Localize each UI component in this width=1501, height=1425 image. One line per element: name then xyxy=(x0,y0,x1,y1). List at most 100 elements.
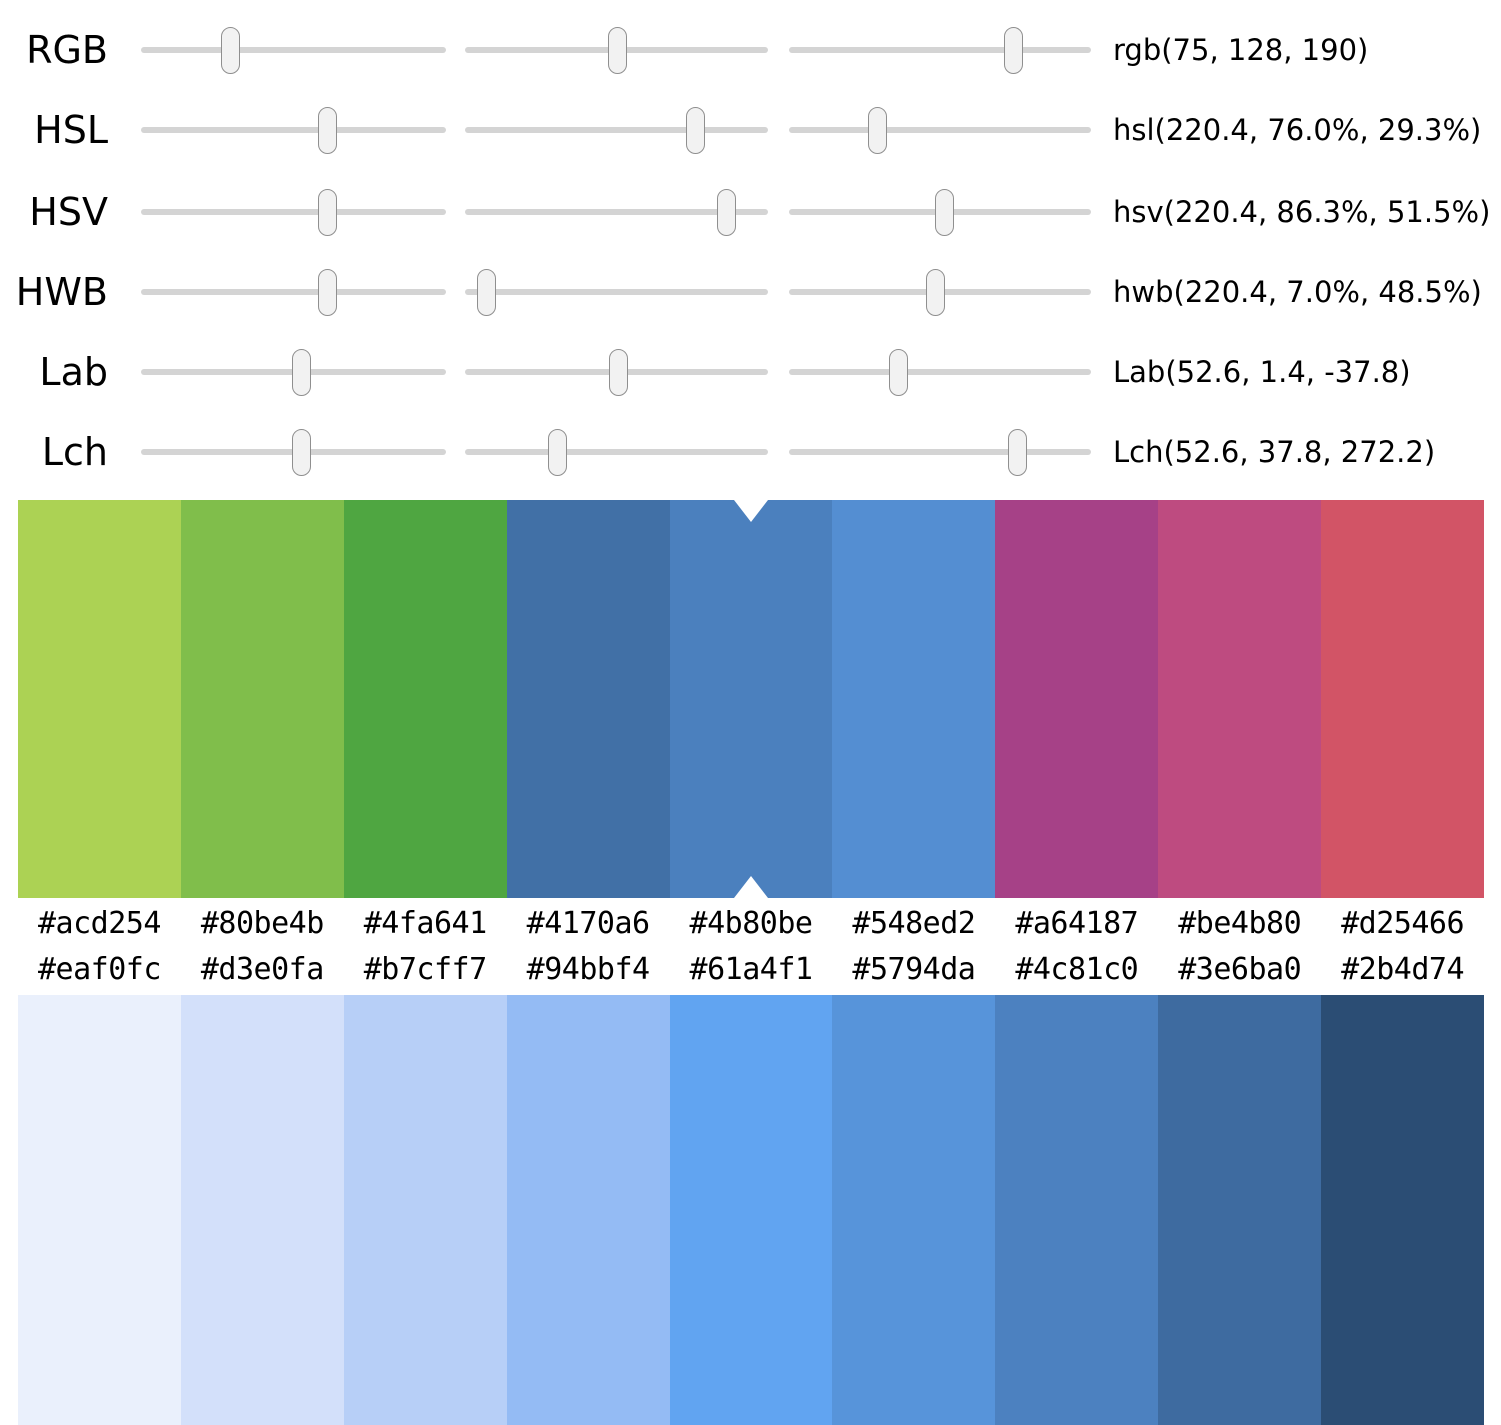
slider-lab-channel-2[interactable] xyxy=(465,332,768,412)
color-swatch[interactable] xyxy=(669,500,833,898)
shade-swatch[interactable] xyxy=(669,995,833,1425)
slider-hsl-channel-1[interactable] xyxy=(141,90,446,170)
slider-track[interactable] xyxy=(789,127,1091,133)
shade-hex-label: #d3e0fa xyxy=(200,952,324,987)
slider-rgb-channel-2[interactable] xyxy=(465,10,768,90)
color-swatch[interactable] xyxy=(18,500,181,898)
shade-swatch[interactable] xyxy=(18,995,181,1425)
color-swatch[interactable] xyxy=(1321,500,1485,898)
shade-hex-label: #3e6ba0 xyxy=(1178,952,1302,987)
slider-track[interactable] xyxy=(141,127,446,133)
slider-track[interactable] xyxy=(789,449,1091,455)
slider-track[interactable] xyxy=(465,449,768,455)
slider-track[interactable] xyxy=(141,209,446,215)
slider-thumb[interactable] xyxy=(716,189,736,236)
color-value-text: hsv(220.4, 86.3%, 51.5%) xyxy=(1113,195,1491,229)
slider-thumb[interactable] xyxy=(318,189,338,236)
shades-swatch-strip xyxy=(18,995,1485,1425)
slider-thumb[interactable] xyxy=(291,349,311,396)
slider-rgb-channel-3[interactable] xyxy=(789,10,1091,90)
color-swatch[interactable] xyxy=(832,500,996,898)
shade-hex-label: #2b4d74 xyxy=(1341,952,1465,987)
slider-thumb[interactable] xyxy=(221,27,241,74)
slider-rgb-channel-1[interactable] xyxy=(141,10,446,90)
shade-swatch[interactable] xyxy=(1321,995,1485,1425)
primary-hex-labels: #acd254 #80be4b #4fa641 #4170a6 #4b80be #548e… xyxy=(18,902,1484,946)
slider-thumb[interactable] xyxy=(291,429,311,476)
slider-row-hsv: HSV hsv(220.4, 86.3%, 51.5%) xyxy=(0,172,1501,252)
shade-hex-label: #5794da xyxy=(852,952,976,987)
slider-thumb[interactable] xyxy=(1007,429,1027,476)
shades-hex-labels: #eaf0fc #d3e0fa #b7cff7 #94bbf4 #61a4f1 #5794… xyxy=(18,948,1484,992)
slider-thumb[interactable] xyxy=(318,107,338,154)
color-space-label: Lab xyxy=(39,350,108,394)
slider-row-rgb: RGB rgb(75, 128, 190) xyxy=(0,10,1501,90)
swatch-hex-label: #d25466 xyxy=(1341,906,1465,941)
slider-thumb[interactable] xyxy=(685,107,705,154)
color-space-label: HWB xyxy=(15,270,108,314)
color-value-text: hsl(220.4, 76.0%, 29.3%) xyxy=(1113,113,1482,147)
swatch-hex-label: #4fa641 xyxy=(363,906,487,941)
slider-thumb[interactable] xyxy=(925,269,945,316)
slider-track[interactable] xyxy=(465,127,768,133)
color-space-label: HSV xyxy=(29,190,108,234)
color-swatch[interactable] xyxy=(180,500,344,898)
slider-lab-channel-3[interactable] xyxy=(789,332,1091,412)
slider-lab-channel-1[interactable] xyxy=(141,332,446,412)
swatch-hex-label: #acd254 xyxy=(37,906,161,941)
slider-thumb[interactable] xyxy=(476,269,496,316)
shade-hex-label: #4c81c0 xyxy=(1015,952,1139,987)
slider-row-hwb: HWB hwb(220.4, 7.0%, 48.5%) xyxy=(0,252,1501,332)
shade-hex-label: #eaf0fc xyxy=(37,952,161,987)
color-space-label: Lch xyxy=(41,430,108,474)
color-swatch[interactable] xyxy=(995,500,1159,898)
selected-marker-bottom-icon xyxy=(734,876,768,898)
shade-swatch[interactable] xyxy=(1158,995,1322,1425)
slider-row-lch: Lch Lch(52.6, 37.8, 272.2) xyxy=(0,412,1501,492)
primary-swatch-strip xyxy=(18,500,1485,898)
slider-hsv-channel-2[interactable] xyxy=(465,172,768,252)
slider-hsv-channel-3[interactable] xyxy=(789,172,1091,252)
slider-track[interactable] xyxy=(789,369,1091,375)
color-value-text: Lch(52.6, 37.8, 272.2) xyxy=(1113,435,1436,469)
color-swatch[interactable] xyxy=(506,500,670,898)
shade-swatch[interactable] xyxy=(506,995,670,1425)
color-swatch[interactable] xyxy=(343,500,507,898)
slider-lch-channel-3[interactable] xyxy=(789,412,1091,492)
slider-track[interactable] xyxy=(465,289,768,295)
swatch-hex-label: #be4b80 xyxy=(1178,906,1302,941)
slider-thumb[interactable] xyxy=(609,349,629,396)
slider-hsl-channel-3[interactable] xyxy=(789,90,1091,170)
slider-thumb[interactable] xyxy=(1004,27,1024,74)
shade-swatch[interactable] xyxy=(180,995,344,1425)
slider-track[interactable] xyxy=(141,47,446,53)
shade-swatch[interactable] xyxy=(832,995,996,1425)
slider-hwb-channel-2[interactable] xyxy=(465,252,768,332)
slider-thumb[interactable] xyxy=(547,429,567,476)
slider-track[interactable] xyxy=(789,47,1091,53)
swatch-hex-label: #80be4b xyxy=(200,906,324,941)
slider-hsv-channel-1[interactable] xyxy=(141,172,446,252)
shade-hex-label: #94bbf4 xyxy=(526,952,650,987)
slider-track[interactable] xyxy=(141,289,446,295)
slider-thumb[interactable] xyxy=(867,107,887,154)
slider-lch-channel-2[interactable] xyxy=(465,412,768,492)
shade-swatch[interactable] xyxy=(343,995,507,1425)
color-value-text: rgb(75, 128, 190) xyxy=(1113,33,1369,67)
slider-thumb[interactable] xyxy=(607,27,627,74)
slider-thumb[interactable] xyxy=(935,189,955,236)
color-swatch[interactable] xyxy=(1158,500,1322,898)
slider-hsl-channel-2[interactable] xyxy=(465,90,768,170)
shade-swatch[interactable] xyxy=(995,995,1159,1425)
color-value-text: hwb(220.4, 7.0%, 48.5%) xyxy=(1113,275,1482,309)
slider-lch-channel-1[interactable] xyxy=(141,412,446,492)
color-value-text: Lab(52.6, 1.4, -37.8) xyxy=(1113,355,1411,389)
slider-track[interactable] xyxy=(465,209,768,215)
slider-thumb[interactable] xyxy=(888,349,908,396)
slider-hwb-channel-1[interactable] xyxy=(141,252,446,332)
slider-thumb[interactable] xyxy=(318,269,338,316)
shade-hex-label: #b7cff7 xyxy=(363,952,487,987)
swatch-hex-label: #a64187 xyxy=(1015,906,1139,941)
slider-hwb-channel-3[interactable] xyxy=(789,252,1091,332)
selected-marker-top-icon xyxy=(734,500,768,522)
